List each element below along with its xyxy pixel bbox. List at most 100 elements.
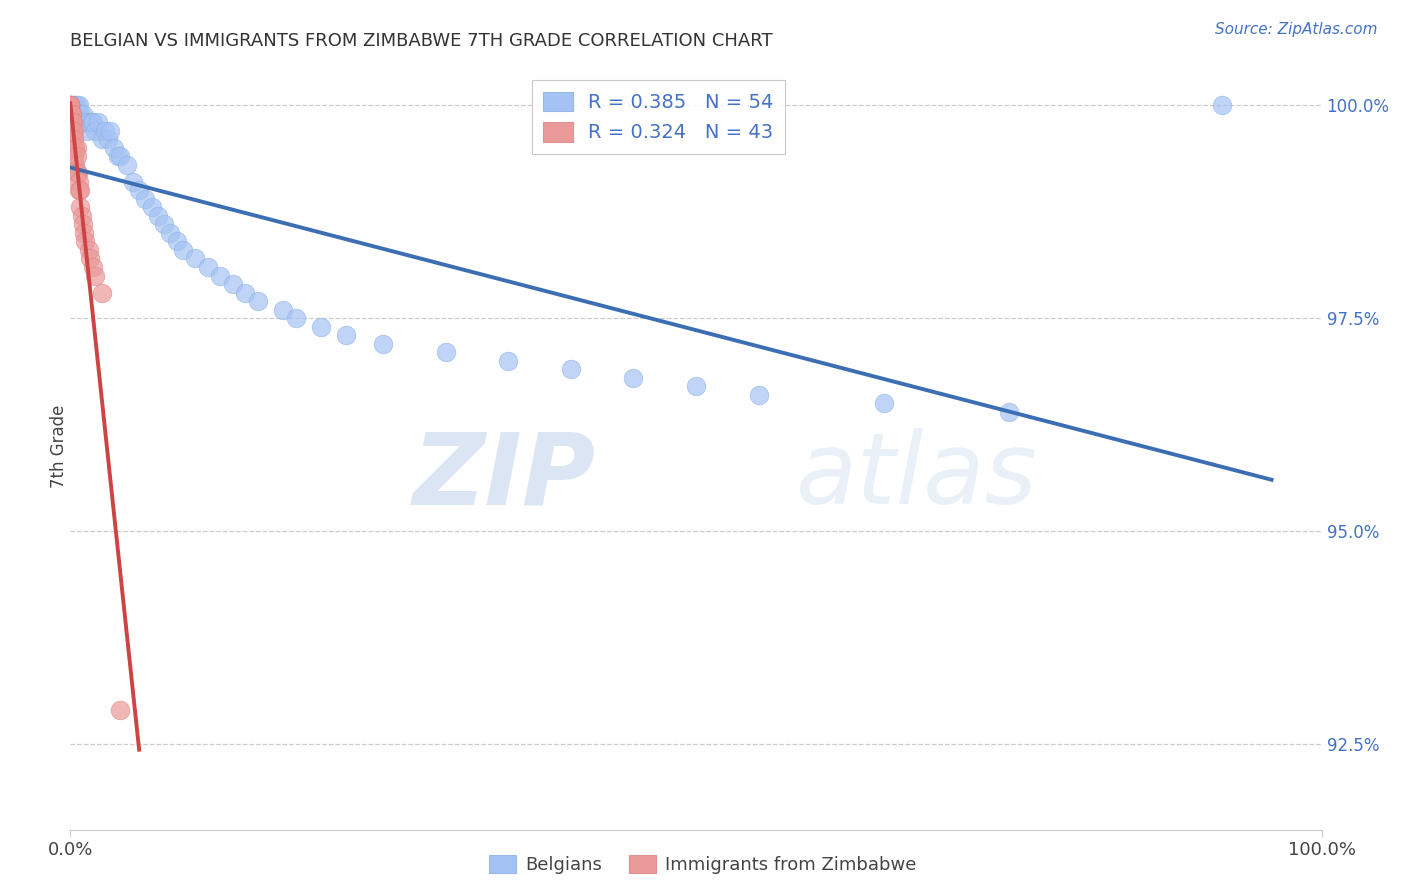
Point — [65, 98, 87, 112]
Point — [69, 106, 91, 120]
Point — [79, 252, 101, 266]
Point — [66, 106, 89, 120]
Point — [67, 98, 90, 112]
Legend: R = 0.385   N = 54, R = 0.324   N = 43: R = 0.385 N = 54, R = 0.324 N = 43 — [531, 79, 785, 154]
Point — [65, 141, 87, 155]
Point — [65, 166, 87, 180]
Point — [63, 149, 86, 163]
Text: atlas: atlas — [796, 428, 1038, 525]
Point — [94, 123, 117, 137]
Point — [70, 115, 93, 129]
Point — [84, 268, 107, 283]
Point — [685, 379, 707, 393]
Point — [621, 371, 644, 385]
Point — [60, 123, 83, 137]
Point — [75, 115, 97, 129]
Point — [121, 175, 145, 189]
Point — [75, 235, 97, 249]
Point — [335, 328, 357, 343]
Point — [60, 106, 83, 120]
Point — [159, 226, 181, 240]
Point — [67, 175, 90, 189]
Point — [1211, 98, 1233, 112]
Point — [141, 200, 163, 214]
Point — [62, 115, 84, 129]
Point — [59, 106, 82, 120]
Point — [560, 362, 582, 376]
Point — [153, 218, 176, 232]
Point — [60, 123, 83, 137]
Point — [110, 149, 132, 163]
Point — [115, 158, 138, 172]
Point — [59, 106, 82, 120]
Point — [59, 98, 82, 112]
Point — [69, 183, 91, 197]
Point — [166, 235, 188, 249]
Point — [209, 268, 232, 283]
Y-axis label: 7th Grade: 7th Grade — [51, 404, 67, 488]
Point — [59, 98, 82, 112]
Point — [371, 336, 394, 351]
Point — [60, 115, 83, 129]
Point — [107, 149, 129, 163]
Point — [60, 115, 83, 129]
Point — [98, 123, 121, 137]
Point — [72, 106, 94, 120]
Point — [59, 98, 82, 112]
Point — [872, 396, 894, 410]
Point — [997, 405, 1019, 419]
Point — [80, 115, 103, 129]
Point — [60, 106, 83, 120]
Point — [59, 98, 82, 112]
Point — [66, 166, 89, 180]
Point — [65, 98, 87, 112]
Point — [271, 302, 294, 317]
Point — [97, 132, 120, 146]
Point — [70, 209, 93, 223]
Point — [128, 183, 150, 197]
Point — [284, 311, 307, 326]
Point — [87, 115, 110, 129]
Point — [82, 115, 104, 129]
Point — [62, 98, 84, 112]
Text: BELGIAN VS IMMIGRANTS FROM ZIMBABWE 7TH GRADE CORRELATION CHART: BELGIAN VS IMMIGRANTS FROM ZIMBABWE 7TH … — [70, 32, 773, 50]
Point — [103, 141, 125, 155]
Point — [63, 98, 86, 112]
Point — [184, 252, 207, 266]
Point — [748, 388, 770, 402]
Point — [62, 123, 84, 137]
Legend: Belgians, Immigrants from Zimbabwe: Belgians, Immigrants from Zimbabwe — [481, 846, 925, 883]
Point — [134, 192, 156, 206]
Point — [59, 98, 82, 112]
Point — [90, 285, 112, 300]
Point — [77, 243, 100, 257]
Point — [59, 98, 82, 112]
Point — [90, 132, 112, 146]
Point — [72, 218, 94, 232]
Point — [434, 345, 457, 359]
Point — [84, 123, 107, 137]
Point — [172, 243, 194, 257]
Point — [60, 106, 83, 120]
Point — [76, 123, 98, 137]
Point — [110, 703, 132, 717]
Point — [62, 132, 84, 146]
Point — [59, 106, 82, 120]
Point — [197, 260, 219, 274]
Point — [63, 132, 86, 146]
Point — [62, 141, 84, 155]
Point — [222, 277, 245, 291]
Point — [247, 294, 270, 309]
Point — [69, 200, 91, 214]
Point — [146, 209, 169, 223]
Point — [77, 115, 100, 129]
Point — [65, 158, 87, 172]
Point — [67, 183, 90, 197]
Point — [82, 260, 104, 274]
Text: ZIP: ZIP — [413, 428, 596, 525]
Point — [73, 226, 96, 240]
Point — [59, 98, 82, 112]
Point — [498, 353, 520, 368]
Point — [63, 123, 86, 137]
Point — [309, 319, 332, 334]
